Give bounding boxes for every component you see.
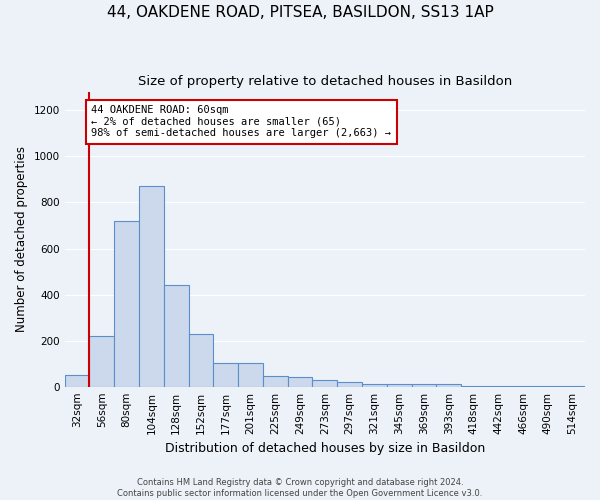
Text: 44, OAKDENE ROAD, PITSEA, BASILDON, SS13 1AP: 44, OAKDENE ROAD, PITSEA, BASILDON, SS13… — [107, 5, 493, 20]
Title: Size of property relative to detached houses in Basildon: Size of property relative to detached ho… — [138, 75, 512, 88]
Y-axis label: Number of detached properties: Number of detached properties — [15, 146, 28, 332]
Bar — [337, 382, 362, 386]
Bar — [114, 221, 139, 386]
Text: Contains HM Land Registry data © Crown copyright and database right 2024.
Contai: Contains HM Land Registry data © Crown c… — [118, 478, 482, 498]
Bar — [287, 378, 313, 386]
Bar — [164, 286, 188, 386]
Bar — [238, 362, 263, 386]
Bar — [313, 380, 337, 386]
Bar — [362, 384, 387, 386]
Bar — [412, 384, 436, 386]
Bar — [65, 375, 89, 386]
X-axis label: Distribution of detached houses by size in Basildon: Distribution of detached houses by size … — [165, 442, 485, 455]
Bar — [387, 384, 412, 386]
Bar — [139, 186, 164, 386]
Bar — [263, 376, 287, 386]
Bar — [214, 362, 238, 386]
Bar — [436, 384, 461, 386]
Bar — [89, 336, 114, 386]
Text: 44 OAKDENE ROAD: 60sqm
← 2% of detached houses are smaller (65)
98% of semi-deta: 44 OAKDENE ROAD: 60sqm ← 2% of detached … — [91, 106, 391, 138]
Bar — [188, 334, 214, 386]
